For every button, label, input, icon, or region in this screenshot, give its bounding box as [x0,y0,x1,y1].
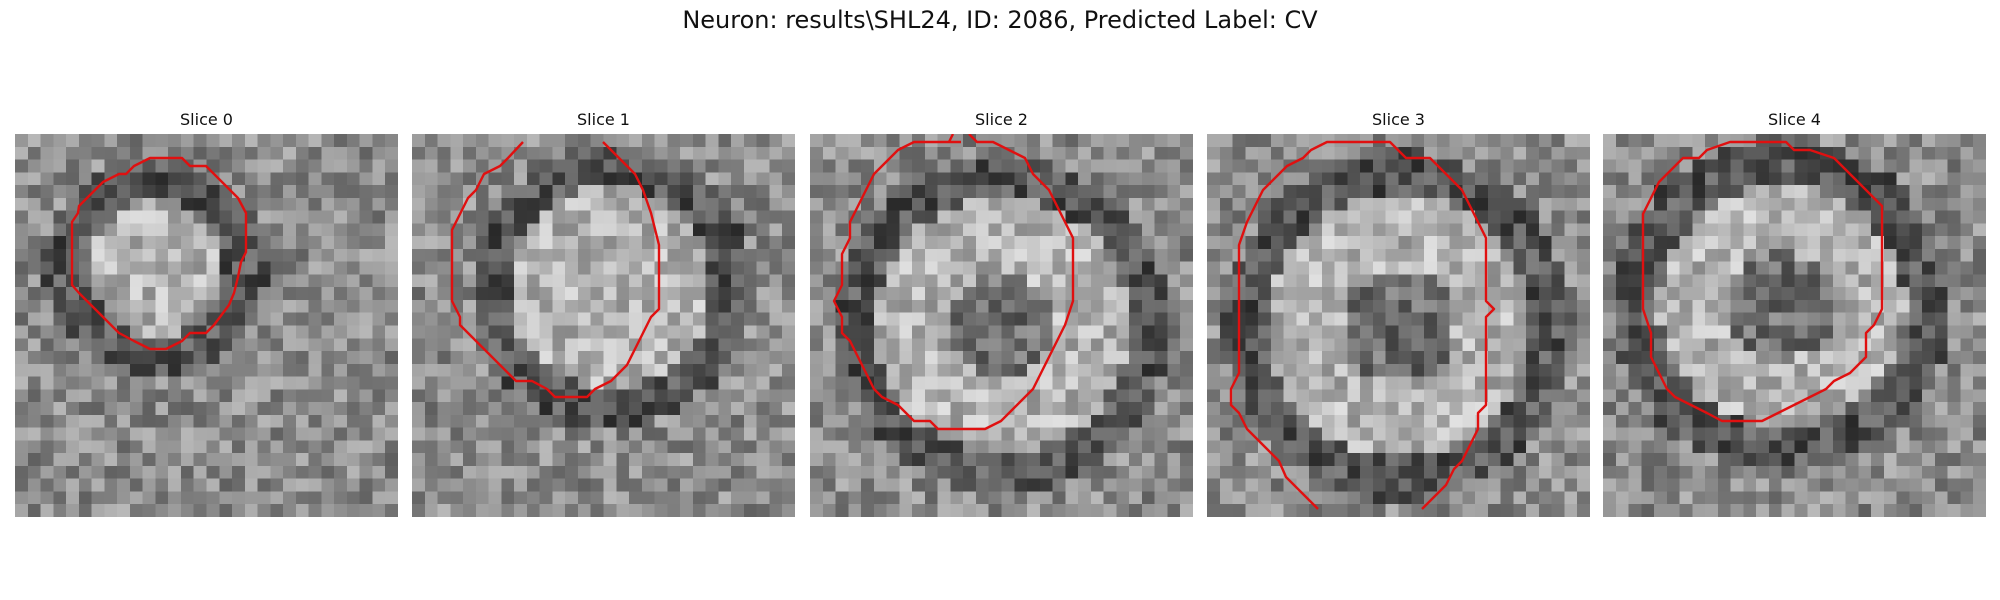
contour-overlay-2 [832,134,1075,431]
slice-title-2: Slice 2 [975,110,1028,129]
contour-overlay-4 [1641,140,1884,423]
slice-panel-3: Slice 3 [1207,108,1590,517]
contour-overlay-3 [1229,140,1496,510]
slice-title-0: Slice 0 [180,110,233,129]
contour-line [1641,140,1884,423]
slice-title-1: Slice 1 [577,110,630,129]
contour-overlay-1 [450,141,661,399]
slice-panel-1: Slice 1 [412,108,795,517]
contour-line [1229,140,1496,510]
contour-line [450,141,661,399]
contour-line [70,156,248,351]
figure-title: Neuron: results\SHL24, ID: 2086, Predict… [682,6,1318,34]
contour-stub [947,134,955,143]
slice-image-1 [412,134,795,517]
slice-image-4 [1603,134,1986,517]
slice-image-2 [810,134,1193,517]
contour-overlay-0 [70,156,248,351]
slice-title-3: Slice 3 [1372,110,1425,129]
slice-image-0 [15,134,398,517]
slice-panel-2: Slice 2 [810,108,1193,517]
slice-panel-0: Slice 0 [15,108,398,517]
slice-title-4: Slice 4 [1768,110,1821,129]
contour-line [832,134,1075,431]
slice-panel-4: Slice 4 [1603,108,1986,517]
